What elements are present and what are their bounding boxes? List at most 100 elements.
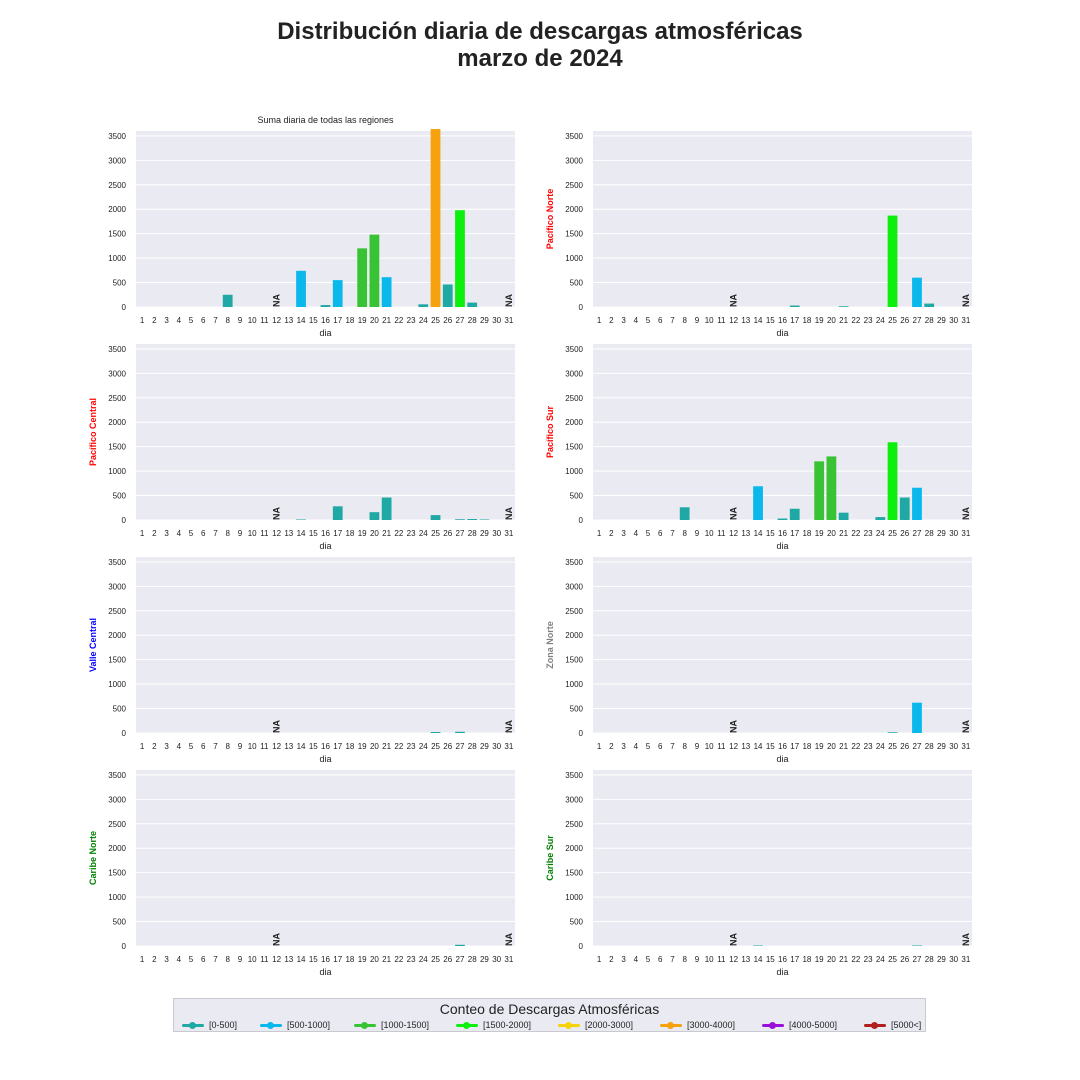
x-tick-label: 31 [504,955,513,964]
na-label: NA [504,294,514,307]
x-tick-label: 24 [419,529,428,538]
x-tick-label: 14 [754,316,763,325]
x-tick-label: 11 [717,955,726,964]
x-tick-label: 9 [238,529,243,538]
bar [875,517,886,520]
x-tick-label: 5 [189,742,194,751]
x-tick-label: 15 [766,742,775,751]
x-tick-label: 14 [754,742,763,751]
x-tick-label: 24 [876,955,885,964]
x-tick-label: 14 [297,955,306,964]
x-tick-label: 13 [741,316,750,325]
na-label: NA [272,933,282,946]
x-tick-label: 3 [164,742,169,751]
x-tick-label: 28 [925,529,934,538]
x-tick-label: 16 [321,742,330,751]
bar [467,302,478,307]
x-tick-label: 8 [225,742,230,751]
plot-area [136,344,515,520]
y-tick-label: 2500 [108,394,126,403]
x-tick-label: 4 [634,955,639,964]
x-tick-label: 14 [754,529,763,538]
x-tick-label: 20 [370,316,379,325]
legend-swatch [558,1021,580,1029]
x-tick-label: 4 [634,316,639,325]
x-tick-label: 4 [177,742,182,751]
x-tick-label: 30 [949,529,958,538]
y-tick-label: 3500 [108,132,126,141]
bar [789,508,800,520]
x-tick-label: 2 [609,742,614,751]
na-label: NA [729,720,739,733]
x-tick-label: 15 [309,742,318,751]
x-tick-label: 6 [201,955,206,964]
x-tick-label: 18 [345,316,354,325]
y-tick-label: 0 [122,303,127,312]
x-tick-label: 31 [961,955,970,964]
y-axis-label: Pacífico Sur [545,406,555,459]
x-tick-label: 17 [790,316,799,325]
y-tick-label: 3500 [565,558,583,567]
x-axis-label: dia [776,328,788,338]
x-tick-label: 24 [419,742,428,751]
x-tick-label: 1 [140,955,145,964]
y-tick-label: 2000 [565,631,583,640]
x-tick-label: 15 [309,316,318,325]
x-tick-label: 3 [164,316,169,325]
legend-swatch [660,1021,682,1029]
y-tick-label: 2500 [108,820,126,829]
bar [430,732,441,733]
x-tick-label: 18 [345,529,354,538]
y-tick-label: 2500 [565,181,583,190]
x-tick-label: 10 [248,316,257,325]
x-tick-label: 1 [140,742,145,751]
x-tick-label: 3 [621,742,626,751]
x-tick-label: 12 [272,955,281,964]
x-tick-label: 25 [888,529,897,538]
x-tick-label: 21 [382,316,391,325]
x-tick-label: 28 [925,955,934,964]
x-tick-label: 8 [682,529,687,538]
x-tick-label: 24 [419,955,428,964]
legend-items: [0-500] [500-1000] [1000-1500] [1500-200… [174,1019,925,1031]
x-tick-label: 27 [913,742,922,751]
x-tick-label: 14 [297,529,306,538]
y-tick-label: 3500 [565,345,583,354]
x-tick-label: 21 [839,955,848,964]
x-tick-label: 9 [238,742,243,751]
y-tick-label: 3500 [108,558,126,567]
x-tick-label: 4 [177,316,182,325]
x-tick-label: 10 [705,955,714,964]
subplot-title: Suma diaria de todas las regiones [257,115,394,125]
x-tick-label: 27 [913,316,922,325]
x-tick-label: 28 [468,316,477,325]
x-tick-label: 24 [419,316,428,325]
y-tick-label: 3000 [565,582,583,591]
bar [826,456,837,520]
bar [753,486,763,520]
x-tick-label: 17 [790,529,799,538]
y-tick-label: 3500 [565,132,583,141]
x-tick-label: 21 [382,529,391,538]
x-tick-label: 19 [815,742,824,751]
x-tick-label: 10 [248,955,257,964]
x-tick-label: 16 [778,742,787,751]
x-tick-label: 23 [864,742,873,751]
y-tick-label: 3000 [108,795,126,804]
x-tick-label: 5 [189,316,194,325]
x-tick-label: 30 [949,955,958,964]
y-tick-label: 3000 [108,369,126,378]
x-tick-label: 1 [140,316,145,325]
x-axis-label: dia [776,541,788,551]
y-tick-label: 0 [579,303,584,312]
x-tick-label: 18 [802,316,811,325]
x-tick-label: 26 [900,316,909,325]
x-tick-label: 16 [321,529,330,538]
x-tick-label: 26 [443,742,452,751]
y-tick-label: 2000 [565,844,583,853]
x-tick-label: 23 [407,316,416,325]
x-tick-label: 19 [358,316,367,325]
bar [912,702,922,733]
x-tick-label: 28 [468,955,477,964]
